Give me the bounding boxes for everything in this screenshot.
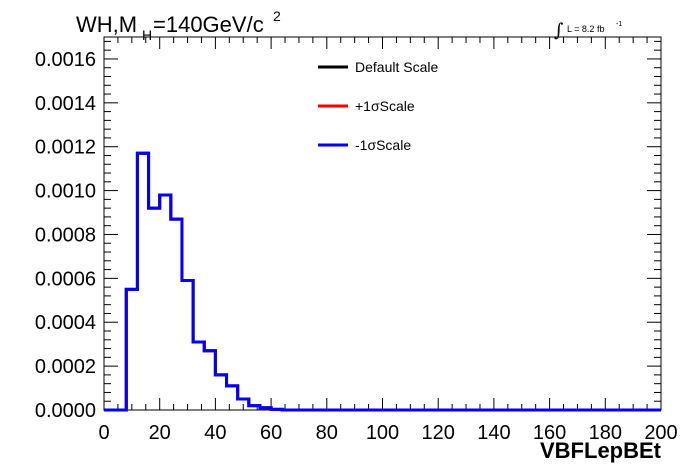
legend-label-1: +1σScale [355, 98, 415, 114]
y-tick-label: 0.0014 [35, 93, 96, 115]
x-axis-title: VBFLepBEt [540, 438, 662, 463]
y-tick-label: 0.0000 [35, 400, 96, 422]
legend-label-0: Default Scale [355, 59, 438, 75]
y-tick-label: 0.0004 [35, 312, 96, 334]
y-tick-label: 0.0012 [35, 137, 96, 159]
title-subscript: H [142, 27, 152, 43]
x-tick-label: 40 [204, 422, 226, 444]
x-tick-label: 180 [589, 422, 622, 444]
legend: Default Scale +1σScale -1σScale [318, 59, 438, 153]
y-tick-label: 0.0008 [35, 224, 96, 246]
x-tick-label: 0 [98, 422, 109, 444]
lumi-text: L = 8.2 fb [567, 24, 604, 34]
legend-label-2: -1σScale [355, 137, 411, 153]
title-rest: =140GeV/c [153, 12, 264, 37]
y-tick-label: 0.0016 [35, 49, 96, 71]
series-line-2 [104, 151, 661, 412]
x-tick-label: 140 [477, 422, 510, 444]
x-tick-label: 160 [533, 422, 566, 444]
y-axis: 0.0000 0.0002 0.0004 0.0006 0.0008 0.0010 0.00… [35, 40, 661, 422]
plot-frame [103, 36, 662, 411]
y-tick-label: 0.0010 [35, 181, 96, 203]
series-group [104, 151, 661, 412]
chart-title: WH,M H =140GeV/c 2 [76, 8, 281, 43]
lumi-superscript: -1 [616, 21, 622, 28]
y-tick-label: 0.0002 [35, 356, 96, 378]
x-tick-label: 200 [644, 422, 677, 444]
x-tick-label: 120 [422, 422, 455, 444]
integral-symbol: ∫ [554, 20, 564, 41]
title-main: WH,M [76, 12, 137, 37]
luminosity-label: ∫ L = 8.2 fb -1 [554, 20, 622, 41]
y-tick-label: 0.0006 [35, 268, 96, 290]
title-superscript: 2 [273, 8, 281, 24]
x-tick-label: 100 [366, 422, 399, 444]
x-tick-label: 60 [260, 422, 282, 444]
x-tick-label: 20 [149, 422, 171, 444]
x-tick-label: 80 [316, 422, 338, 444]
